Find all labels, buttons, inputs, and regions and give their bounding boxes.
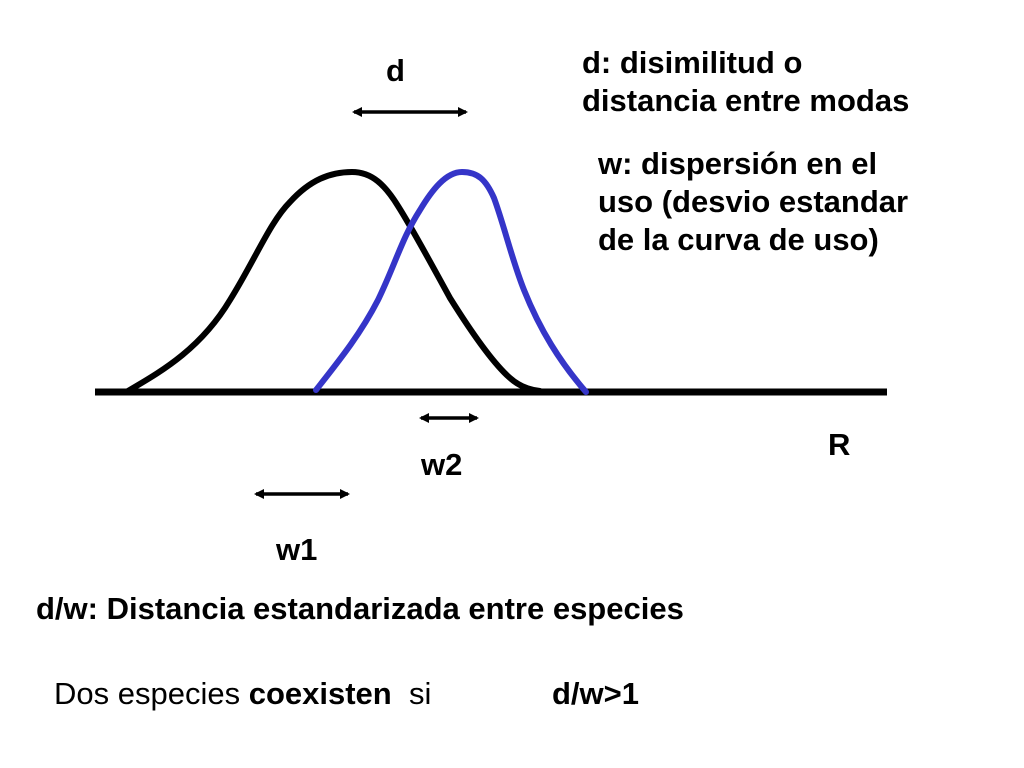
rule-prefix: Dos especies (54, 676, 249, 711)
d-label: d (386, 53, 405, 88)
species-1-utilization-curve (125, 169, 543, 394)
coexistence-rule: Dos especies coexisten si (54, 675, 431, 713)
species-2-utilization-curve (313, 169, 589, 395)
d-definition-note: d: disimilitud o distancia entre modas (582, 44, 909, 120)
w-definition-line-3: de la curva de uso) (598, 222, 879, 257)
w-definition-line-2: uso (desvio estandar (598, 184, 909, 219)
coexistence-condition: d/w>1 (552, 676, 640, 711)
axis-label-r: R (828, 427, 851, 462)
w1-label: w1 (276, 532, 318, 567)
w-definition-line-1: w: dispersión en el (598, 146, 878, 181)
rule-suffix: si (391, 676, 432, 711)
w2-label: w2 (421, 447, 463, 482)
d-definition-line-2: distancia entre modas (582, 83, 910, 118)
d-definition-line-1: d: disimilitud o (582, 45, 803, 80)
rule-emphasis: coexisten (248, 676, 392, 711)
standardized-distance-definition: d/w: Distancia estandarizada entre espec… (36, 591, 684, 626)
w-definition-note: w: dispersión en el uso (desvio estandar… (598, 145, 908, 259)
